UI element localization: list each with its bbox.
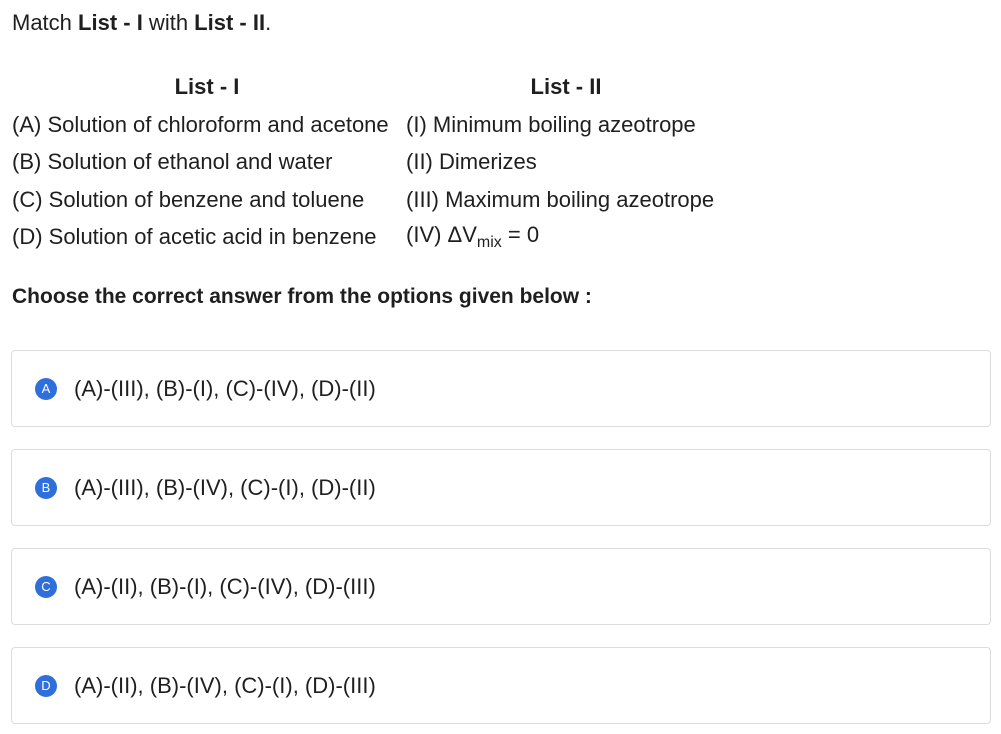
option-b-badge: B xyxy=(35,477,57,499)
match-table: List - I List - II (A) Solution of chlor… xyxy=(10,68,728,256)
question-suffix: . xyxy=(265,10,272,35)
list2-item-iv-prefix: (IV) ΔV xyxy=(406,222,477,248)
table-row: (B) Solution of ethanol and water (II) D… xyxy=(10,144,728,182)
list1-header: List - I xyxy=(174,74,240,99)
option-b-text: (A)-(III), (B)-(IV), (C)-(I), (D)-(II) xyxy=(74,475,376,500)
list2-item-ii: (II) Dimerizes xyxy=(406,149,537,175)
option-c[interactable]: C (A)-(II), (B)-(I), (C)-(IV), (D)-(III) xyxy=(11,548,991,625)
list1-item-a: (A) Solution of chloroform and acetone xyxy=(12,111,389,137)
option-c-text: (A)-(II), (B)-(I), (C)-(IV), (D)-(III) xyxy=(74,574,376,599)
table-row: (D) Solution of acetic acid in benzene (… xyxy=(10,219,728,257)
list1-item-d: (D) Solution of acetic acid in benzene xyxy=(12,224,377,250)
table-row: (A) Solution of chloroform and acetone (… xyxy=(10,106,728,144)
option-d-badge: D xyxy=(35,675,57,697)
option-d-text: (A)-(II), (B)-(IV), (C)-(I), (D)-(III) xyxy=(74,673,376,698)
question-text: Match List - I with List - II. xyxy=(12,8,271,38)
option-b[interactable]: B (A)-(III), (B)-(IV), (C)-(I), (D)-(II) xyxy=(11,449,991,526)
table-row: (C) Solution of benzene and toluene (III… xyxy=(10,181,728,219)
list2-header: List - II xyxy=(530,74,602,99)
option-a[interactable]: A (A)-(III), (B)-(I), (C)-(IV), (D)-(II) xyxy=(11,350,991,427)
option-a-text: (A)-(III), (B)-(I), (C)-(IV), (D)-(II) xyxy=(74,376,376,401)
option-c-badge: C xyxy=(35,576,57,598)
match-table-header: List - I List - II xyxy=(10,68,728,106)
instruction-text: Choose the correct answer from the optio… xyxy=(12,285,592,308)
list1-item-b: (B) Solution of ethanol and water xyxy=(12,149,333,175)
list2-item-iv: (IV) ΔVmix = 0 xyxy=(404,219,728,257)
list2-item-iv-subscript: mix xyxy=(476,234,502,252)
question-mid: with xyxy=(142,10,195,35)
option-d[interactable]: D (A)-(II), (B)-(IV), (C)-(I), (D)-(III) xyxy=(11,647,991,724)
list2-item-iv-suffix: = 0 xyxy=(501,222,540,248)
question-list2: List - II xyxy=(194,10,266,35)
list2-item-iii: (III) Maximum boiling azeotrope xyxy=(406,186,715,212)
option-a-badge: A xyxy=(35,378,57,400)
question-list1: List - I xyxy=(78,10,143,35)
question-prefix: Match xyxy=(12,10,79,35)
list2-item-i: (I) Minimum boiling azeotrope xyxy=(406,111,696,137)
list1-item-c: (C) Solution of benzene and toluene xyxy=(12,186,365,212)
